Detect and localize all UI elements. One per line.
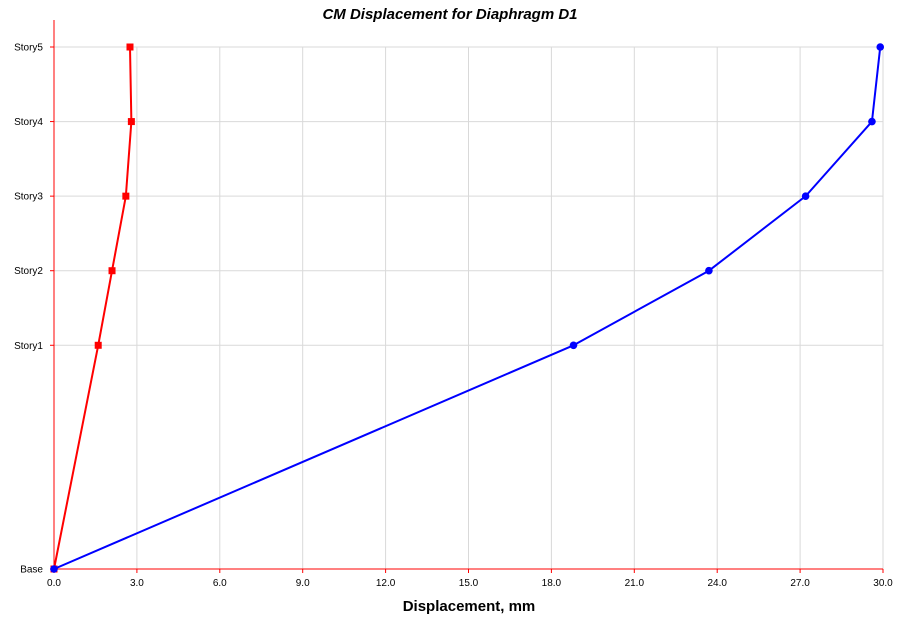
data-point-marker	[108, 267, 116, 275]
x-tick-label: 6.0	[213, 578, 227, 589]
axis-layer: 0.0 3.0 6.0 9.0 12.0 15.0 18.0 21.0 24.0 27.0 30.0…	[14, 20, 893, 589]
chart-title: CM Displacement for Diaphragm D1	[322, 6, 578, 23]
x-tick-label: 27.0	[790, 578, 810, 589]
grid-layer	[54, 46, 884, 569]
data-point-marker	[122, 192, 130, 200]
x-tick-label: 3.0	[130, 578, 144, 589]
y-tick-label: Story4	[14, 117, 43, 128]
x-tick-label: 12.0	[376, 578, 396, 589]
data-point-marker	[94, 341, 102, 349]
y-tick-label: Base	[20, 565, 43, 576]
series-line-1	[53, 46, 133, 570]
data-point-marker	[127, 118, 135, 126]
series-line-2	[53, 46, 882, 570]
data-point-marker	[569, 341, 578, 350]
data-point-marker	[801, 192, 810, 200]
x-tick-label: 0.0	[47, 578, 61, 589]
x-tick-label: 24.0	[707, 578, 727, 589]
y-tick-label: Story2	[14, 266, 43, 277]
x-tick-label: 9.0	[296, 578, 310, 589]
x-tick-label: 30.0	[873, 578, 893, 589]
series-layer	[50, 43, 885, 573]
x-tick-label: 21.0	[625, 578, 645, 589]
data-point-marker	[868, 117, 876, 126]
y-tick-label: Story3	[14, 192, 43, 203]
y-tick-label: Story1	[14, 341, 43, 352]
y-tick-label: Story5	[14, 43, 43, 54]
data-point-marker	[126, 43, 134, 51]
x-tick-label: 18.0	[542, 578, 562, 589]
data-point-marker	[50, 565, 58, 573]
data-point-marker	[876, 43, 885, 51]
x-tick-label: 15.0	[459, 578, 479, 589]
data-point-marker	[705, 266, 713, 275]
x-axis-label: Displacement, mm	[402, 598, 536, 615]
